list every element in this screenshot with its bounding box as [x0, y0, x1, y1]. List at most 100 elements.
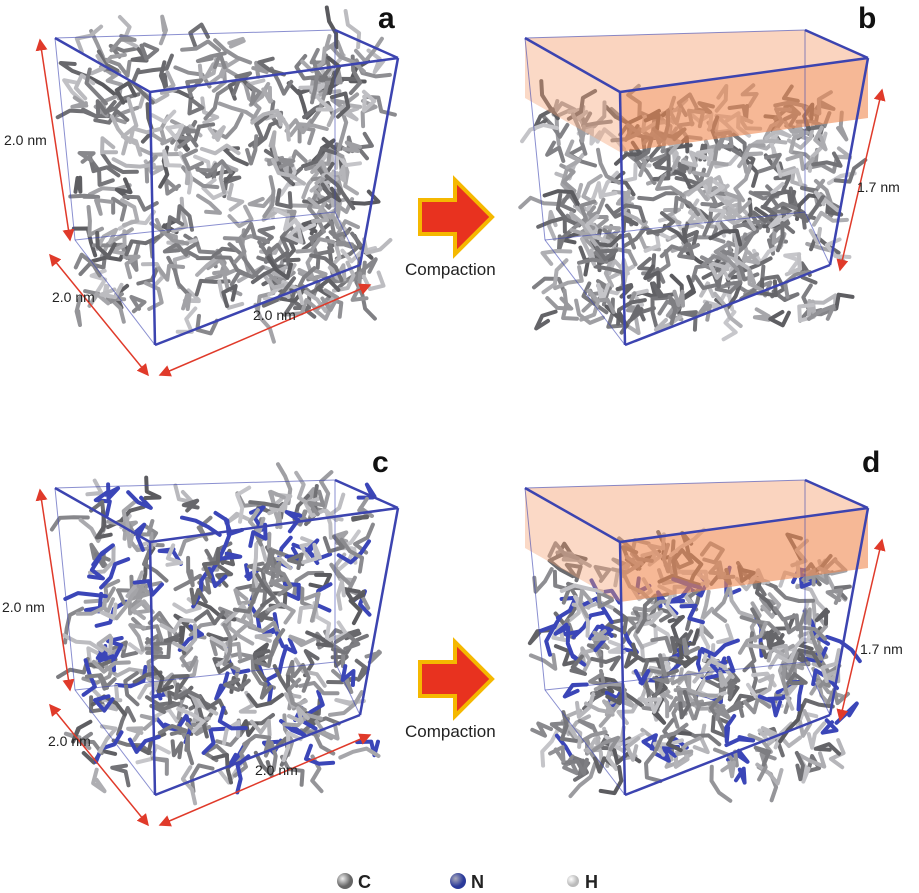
molecule-bond — [588, 183, 601, 209]
molecule-bond — [186, 736, 192, 763]
arrow-label: Compaction — [405, 260, 496, 279]
molecule-bond — [223, 286, 235, 306]
molecule-bond — [226, 514, 249, 523]
dimension-label: 1.7 nm — [857, 179, 900, 195]
molecule-bond — [367, 652, 380, 663]
molecule-bond — [654, 283, 674, 296]
molecule-bond — [346, 11, 360, 47]
molecule-bond — [770, 312, 789, 325]
legend-label: C — [358, 872, 371, 892]
molecule-bond — [187, 80, 201, 95]
molecule-bond — [836, 148, 850, 157]
arrow — [420, 180, 492, 254]
molecule-bond — [331, 47, 364, 72]
molecule-bond — [93, 770, 105, 792]
molecule-bond — [702, 620, 709, 660]
molecule-bond — [183, 295, 190, 309]
molecule-bond — [536, 312, 555, 329]
molecule-bond — [229, 185, 243, 210]
molecule-bond — [144, 551, 167, 581]
figure: a 2.0 nm 2.0 nm 2.0 nm b 1.7 nm c 2.0 nm… — [0, 0, 919, 893]
molecule-bond — [182, 41, 219, 50]
legend-label: N — [471, 872, 484, 892]
molecule-bond — [146, 478, 160, 498]
panel-label: c — [372, 446, 389, 479]
molecule-bond — [178, 309, 196, 332]
molecule-bond — [166, 180, 179, 194]
panel-label: b — [858, 2, 876, 35]
molecule-bond — [142, 44, 158, 58]
molecule-bond — [758, 676, 773, 697]
molecule-bond — [590, 671, 604, 685]
molecule-bond — [189, 99, 202, 113]
molecule-bond — [125, 673, 137, 704]
molecule-bond — [683, 237, 723, 243]
molecule-bond — [344, 143, 360, 151]
molecule-bond — [520, 198, 557, 208]
dimension-label: 1.7 nm — [860, 641, 903, 657]
molecule-bond — [547, 143, 563, 161]
molecule-bond — [549, 212, 556, 239]
molecule-bond — [639, 193, 680, 199]
molecule-bond — [712, 767, 731, 801]
molecule-bond — [131, 297, 144, 311]
molecule-bond — [809, 723, 824, 747]
molecule-bond — [364, 239, 390, 253]
molecule-bond — [550, 747, 563, 761]
molecule-bond — [206, 86, 230, 118]
arrow — [420, 642, 492, 716]
dimension-label: 2.0 nm — [48, 733, 91, 749]
molecule-bond — [534, 569, 551, 592]
molecule-bond — [828, 590, 842, 603]
molecule-bond — [173, 741, 182, 757]
molecule-bond — [353, 517, 367, 520]
box-edge — [150, 58, 398, 92]
legend-swatch — [450, 873, 466, 889]
molecule-bond — [726, 737, 753, 745]
molecule-bond — [254, 544, 257, 586]
molecule-bond — [187, 169, 189, 183]
legend-swatch — [567, 875, 579, 887]
dimension-label: 2.0 nm — [4, 132, 47, 148]
box-edge — [360, 58, 398, 265]
molecule-bond — [257, 635, 271, 641]
molecule-bond — [120, 17, 137, 47]
molecule-bond — [601, 767, 622, 793]
dimension-label: 2.0 nm — [253, 307, 296, 323]
molecule-bond — [290, 637, 314, 646]
molecule-bond — [592, 657, 619, 669]
dimension-label: 2.0 nm — [2, 599, 45, 615]
dimension-arrow — [50, 705, 148, 825]
legend-swatch — [337, 873, 353, 889]
molecule-bond — [112, 766, 128, 786]
molecule-bond — [336, 700, 364, 704]
molecule-bond — [714, 589, 729, 621]
dimension-label: 2.0 nm — [52, 289, 95, 305]
molecule-bond — [165, 244, 186, 255]
molecule-bond — [210, 127, 224, 140]
molecule-bond — [247, 136, 256, 163]
molecule-bond — [161, 17, 166, 44]
molecule-bond — [722, 763, 734, 777]
box-edge — [335, 662, 360, 715]
molecule-bond — [718, 625, 732, 642]
molecule-bond — [755, 309, 769, 320]
molecule-bond — [736, 769, 745, 783]
molecule-bond — [70, 196, 98, 197]
molecule-bond — [175, 486, 192, 503]
molecule-bond — [728, 702, 742, 716]
molecule-bond — [532, 724, 551, 736]
molecule-bond — [229, 39, 243, 47]
molecule-bond — [76, 178, 81, 192]
molecule-bond — [522, 125, 557, 141]
panel-label: d — [862, 446, 880, 479]
molecule-bond — [726, 716, 734, 742]
molecule-bond — [338, 582, 344, 609]
arrow-label: Compaction — [405, 722, 496, 741]
molecule-bond — [694, 163, 727, 176]
molecule-bond — [96, 200, 111, 214]
molecule-bond — [102, 138, 116, 152]
legend-label: H — [585, 872, 598, 892]
molecule-bond — [682, 606, 703, 622]
molecule-bond — [837, 704, 857, 723]
